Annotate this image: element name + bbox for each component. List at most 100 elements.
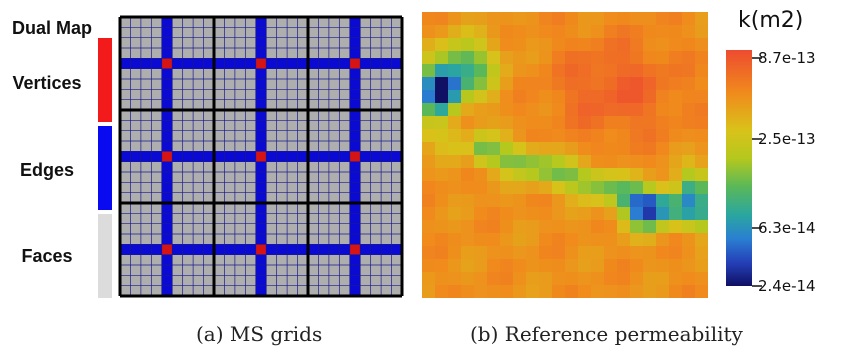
dual-vertex-cell (161, 58, 173, 69)
permeability-cell (695, 51, 708, 65)
permeability-cell (682, 38, 696, 52)
permeability-cell (604, 38, 618, 52)
permeability-cell (448, 51, 462, 65)
permeability-cell (630, 38, 644, 52)
permeability-cell (539, 103, 553, 117)
faces-swatch (98, 214, 112, 298)
permeability-cell (539, 90, 553, 104)
permeability-cell (461, 64, 475, 78)
permeability-cell (552, 272, 566, 286)
permeability-cell (656, 64, 670, 78)
permeability-cell (656, 103, 670, 117)
permeability-cell (526, 103, 540, 117)
permeability-cell (552, 77, 566, 91)
permeability-cell (578, 77, 592, 91)
permeability-cell (682, 181, 696, 195)
permeability-cell (539, 12, 553, 26)
permeability-cell (669, 51, 683, 65)
permeability-cell (526, 233, 540, 247)
permeability-cell (513, 259, 527, 273)
permeability-cell (487, 64, 501, 78)
permeability-cell (604, 12, 618, 26)
permeability-cell (422, 155, 436, 169)
permeability-cell (513, 90, 527, 104)
permeability-cell (487, 207, 501, 221)
permeability-cell (630, 77, 644, 91)
permeability-cell (565, 90, 579, 104)
permeability-cell (422, 285, 436, 298)
permeability-cell (539, 246, 553, 260)
permeability-cell (448, 38, 462, 52)
permeability-cell (682, 194, 696, 208)
permeability-cell (565, 77, 579, 91)
permeability-cell (474, 194, 488, 208)
permeability-cell (682, 259, 696, 273)
permeability-cell (565, 259, 579, 273)
permeability-cell (513, 207, 527, 221)
permeability-cell (552, 64, 566, 78)
permeability-cell (591, 207, 605, 221)
permeability-cell (695, 116, 708, 130)
permeability-cell (669, 155, 683, 169)
permeability-cell (487, 103, 501, 117)
permeability-cell (513, 168, 527, 182)
permeability-cell (604, 181, 618, 195)
permeability-cell (578, 129, 592, 143)
permeability-cell (526, 116, 540, 130)
permeability-cell (461, 12, 475, 26)
permeability-cell (487, 90, 501, 104)
permeability-cell (487, 155, 501, 169)
permeability-cell (617, 12, 631, 26)
permeability-cell (422, 12, 436, 26)
permeability-cell (695, 246, 708, 260)
permeability-cell (643, 116, 657, 130)
permeability-cell (682, 168, 696, 182)
permeability-cell (656, 25, 670, 39)
permeability-cell (669, 220, 683, 234)
permeability-cell (643, 207, 657, 221)
permeability-cell (422, 272, 436, 286)
permeability-cell (682, 155, 696, 169)
permeability-cell (552, 233, 566, 247)
permeability-cell (630, 246, 644, 260)
permeability-cell (604, 51, 618, 65)
permeability-cell (695, 155, 708, 169)
permeability-cell (656, 168, 670, 182)
permeability-cell (474, 220, 488, 234)
permeability-cell (474, 12, 488, 26)
permeability-cell (695, 12, 708, 26)
permeability-cell (617, 259, 631, 273)
permeability-cell (513, 25, 527, 39)
permeability-cell (669, 25, 683, 39)
permeability-cell (695, 129, 708, 143)
permeability-cell (565, 246, 579, 260)
permeability-cell (526, 25, 540, 39)
colorbar-tick-label: 6.3e-14 (758, 219, 816, 237)
permeability-cell (565, 38, 579, 52)
permeability-cell (643, 38, 657, 52)
permeability-cell (604, 64, 618, 78)
permeability-cell (552, 38, 566, 52)
permeability-cell (448, 285, 462, 298)
permeability-cell (526, 90, 540, 104)
permeability-cell (604, 103, 618, 117)
permeability-cell (500, 64, 514, 78)
permeability-cell (656, 233, 670, 247)
permeability-cell (487, 168, 501, 182)
permeability-cell (591, 285, 605, 298)
permeability-cell (552, 51, 566, 65)
permeability-cell (669, 194, 683, 208)
permeability-cell (526, 142, 540, 156)
permeability-cell (422, 103, 436, 117)
permeability-cell (435, 12, 449, 26)
permeability-cell (474, 233, 488, 247)
permeability-cell (578, 220, 592, 234)
permeability-cell (435, 246, 449, 260)
permeability-cell (487, 116, 501, 130)
permeability-cell (435, 129, 449, 143)
permeability-cell (422, 25, 436, 39)
permeability-cell (474, 285, 488, 298)
permeability-cell (435, 285, 449, 298)
permeability-cell (643, 90, 657, 104)
permeability-cell (682, 129, 696, 143)
